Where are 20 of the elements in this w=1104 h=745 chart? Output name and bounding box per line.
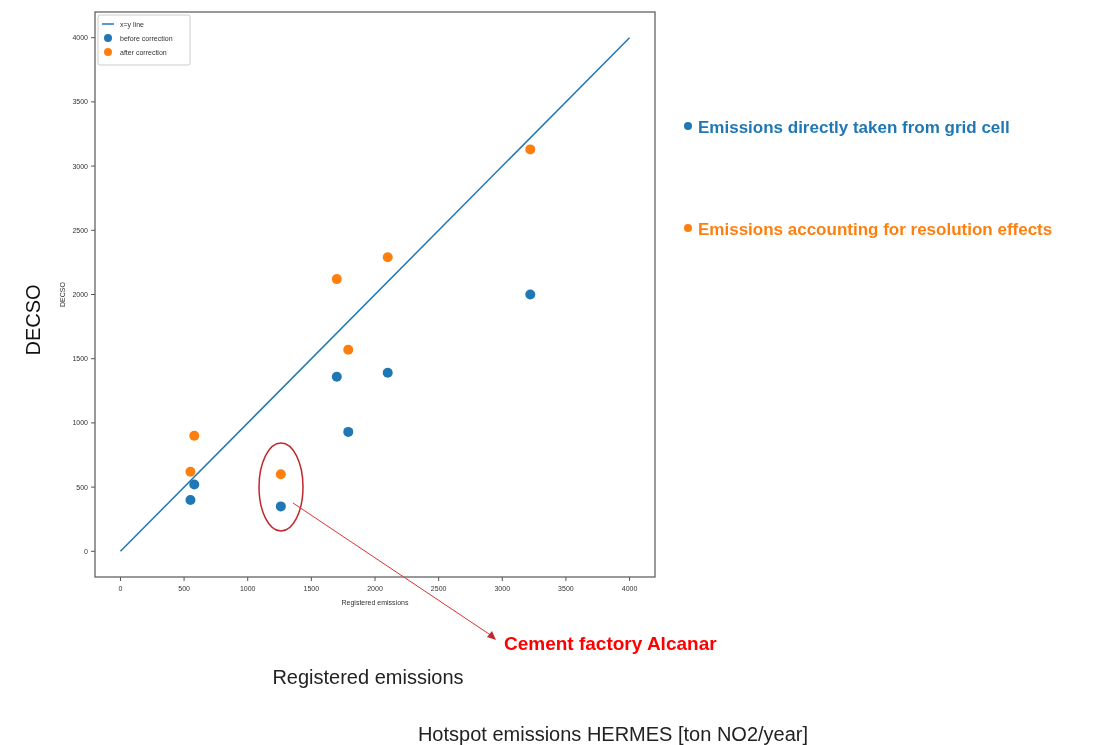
point — [331, 371, 342, 382]
point — [185, 494, 196, 505]
point — [189, 479, 200, 490]
point — [525, 289, 536, 300]
point — [275, 501, 286, 512]
point — [382, 252, 393, 263]
point — [275, 469, 286, 480]
point — [189, 430, 200, 441]
text: Emissions accounting for resolution effects — [698, 220, 1053, 239]
text: DECSO — [22, 284, 44, 356]
point — [525, 144, 536, 155]
point — [343, 426, 354, 437]
point — [382, 367, 393, 378]
point — [331, 274, 342, 285]
point — [343, 344, 354, 355]
text: Emissions directly taken from grid cell — [698, 118, 1010, 137]
text: Cement factory Alcanar — [504, 633, 718, 654]
point — [185, 466, 196, 477]
text: Hotspot emissions HERMES [ton NO2/year] — [417, 723, 809, 745]
text: Registered emissions — [272, 666, 464, 688]
